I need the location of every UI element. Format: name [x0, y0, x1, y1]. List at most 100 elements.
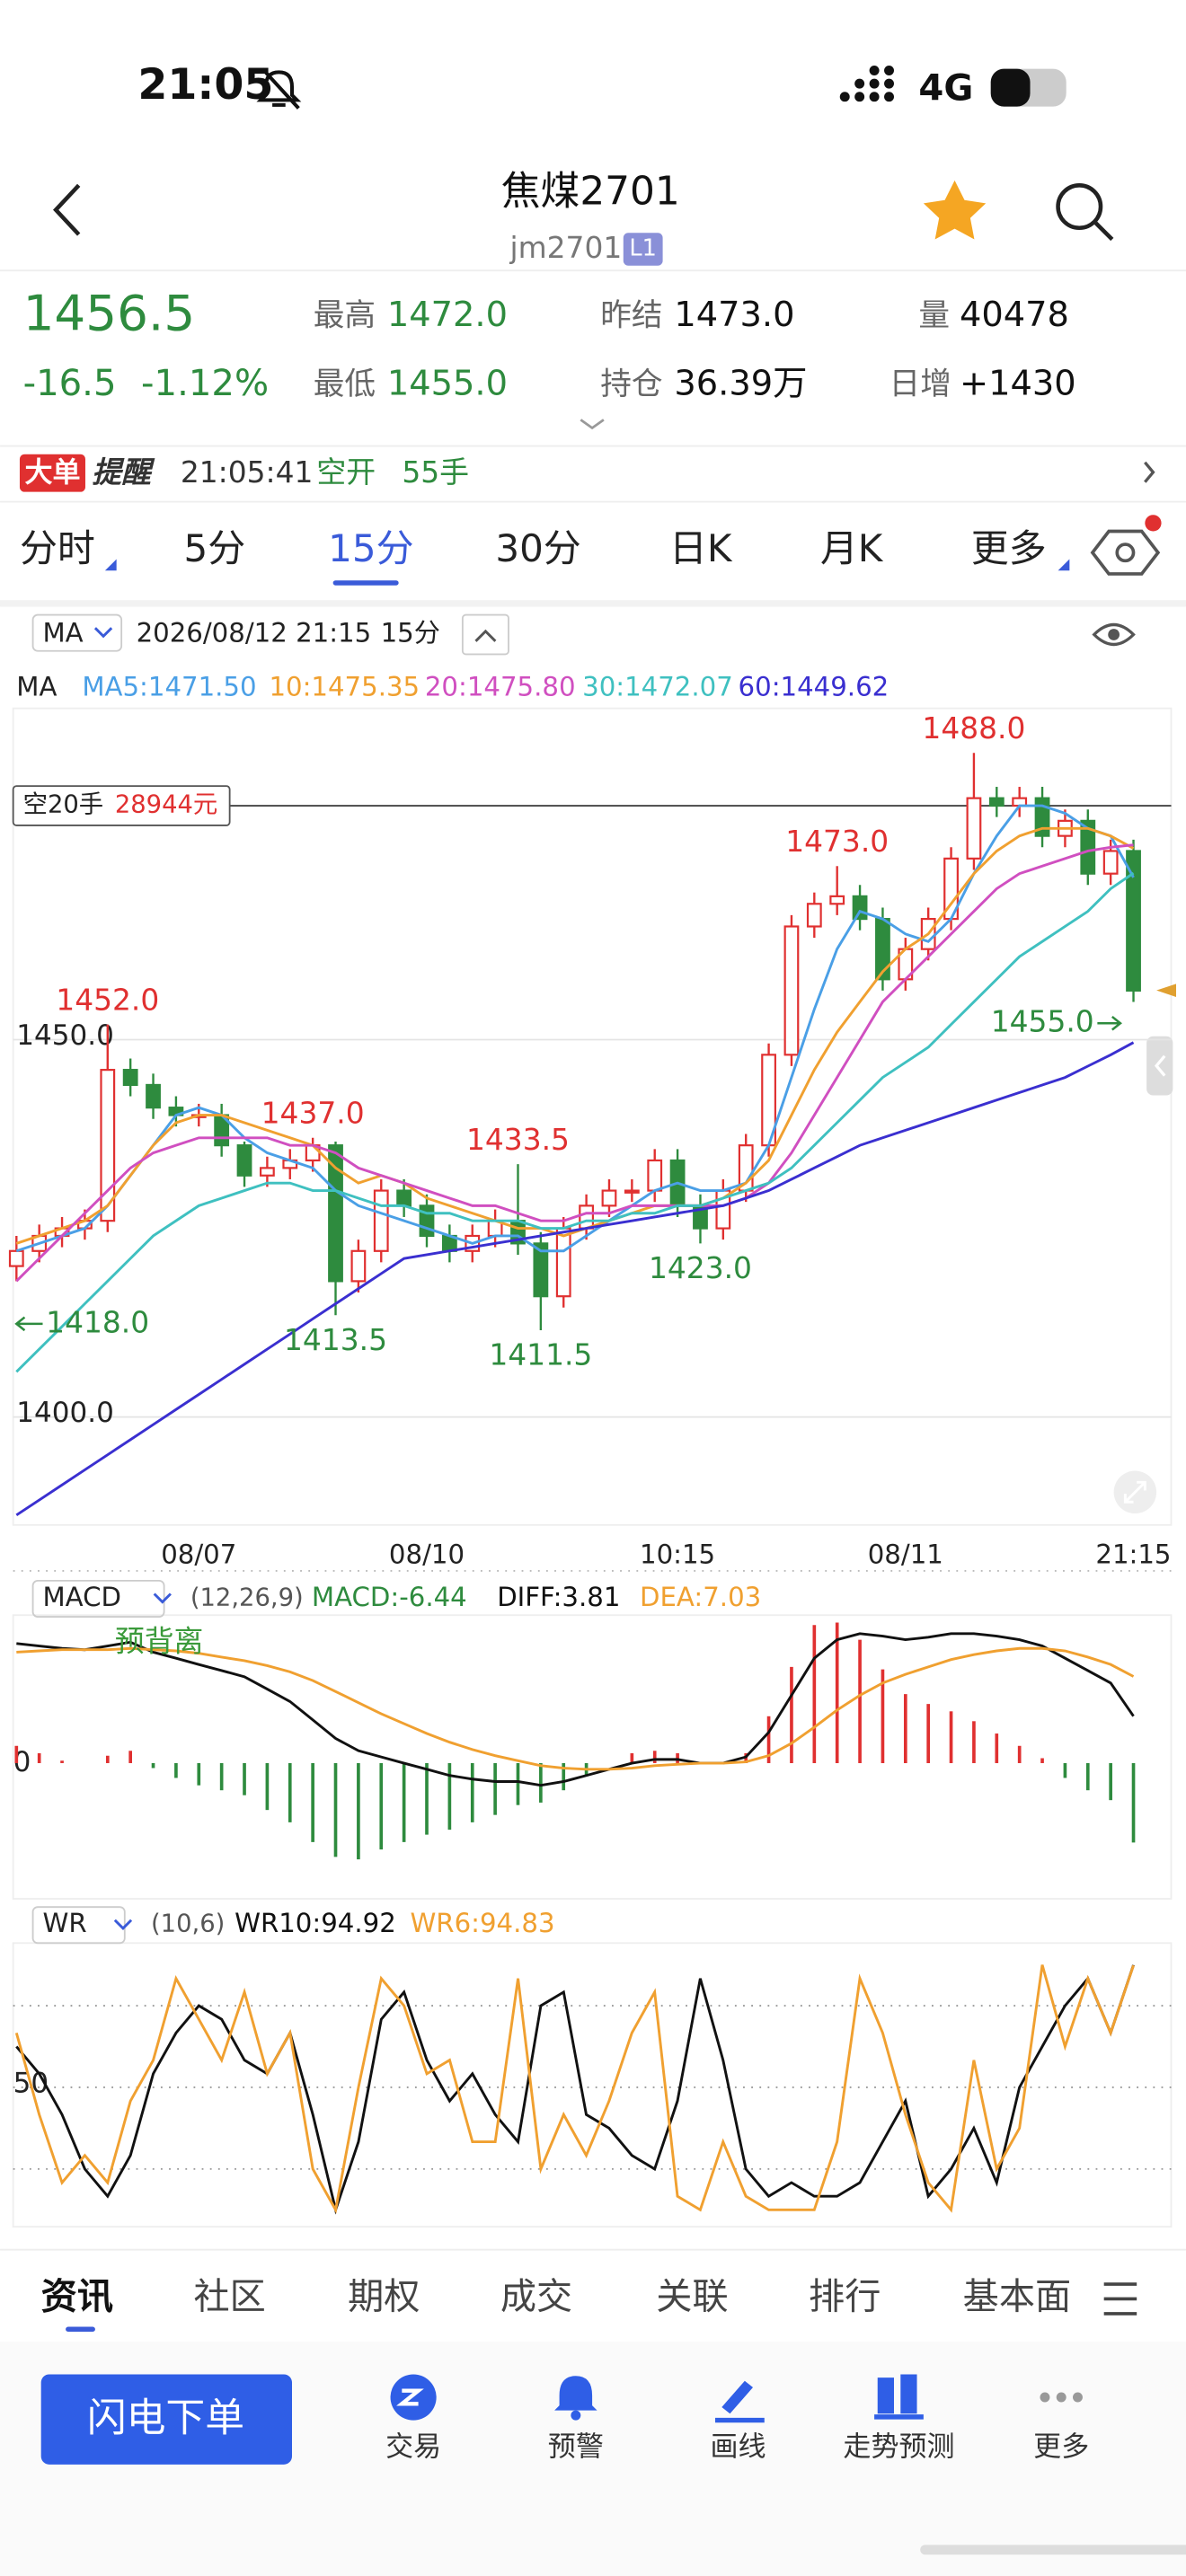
info-tab[interactable]: 资讯 [41, 2276, 113, 2317]
divider [0, 600, 1186, 607]
home-indicator [920, 2545, 1186, 2555]
period-tab[interactable]: 月K [820, 526, 884, 570]
bottom-item-label[interactable]: 预警 [548, 2431, 604, 2464]
period-tab[interactable]: 日K [669, 526, 733, 570]
high-label: 1437.0 [261, 1096, 365, 1131]
legend-entry: 30:1472.07 [582, 672, 733, 702]
candle-body [1102, 850, 1119, 875]
candle-body [988, 797, 1005, 807]
low-label: 1423.0 [649, 1250, 752, 1285]
trade-icon[interactable] [390, 2374, 437, 2421]
low-label: 1413.5 [284, 1322, 387, 1357]
collapse-button[interactable] [461, 613, 509, 656]
oi-change-value: +1430 [960, 364, 1076, 404]
dropdown-mark [104, 559, 117, 571]
bottom-item-label[interactable]: 更多 [1033, 2431, 1089, 2464]
candle-body [647, 1159, 663, 1192]
candle-body [601, 1189, 617, 1207]
indicator-name: WR [43, 1908, 87, 1938]
alert-chevron[interactable] [1144, 461, 1155, 483]
expand-chevron[interactable] [580, 419, 605, 430]
info-tab[interactable]: 关联 [656, 2276, 728, 2317]
y-tick-label: 1450.0 [16, 1019, 114, 1052]
active-underline [332, 580, 399, 586]
indicator-selector[interactable] [31, 613, 123, 652]
charts: 1450.0 1400.0 08/07 08/10 10:15 08/11 21:15 空20… [8, 672, 1172, 2215]
high-label: 1433.5 [466, 1122, 570, 1157]
ma-line [15, 826, 1135, 1245]
bottom-item-label[interactable]: 走势预测 [843, 2431, 954, 2464]
favorite-star[interactable] [923, 180, 987, 240]
period-tab[interactable]: 15分 [328, 526, 413, 570]
indicator-name: MA [43, 618, 84, 648]
open-interest-value: 36.39万 [674, 364, 807, 404]
alert-tag-suffix: 提醒 [92, 454, 155, 490]
low-label: 1455.0 [991, 1004, 1094, 1039]
period-tab[interactable]: 5分 [184, 526, 246, 570]
alert-action: 空开 [316, 454, 376, 490]
fullscreen-button[interactable] [1113, 1470, 1157, 1514]
dropdown-chevron [113, 1919, 133, 1930]
battery-level [990, 68, 1031, 107]
info-tab[interactable]: 社区 [193, 2276, 265, 2317]
candle-body [806, 903, 822, 928]
quick-order-label: 闪电下单 [87, 2395, 244, 2441]
macd-line [16, 1646, 1135, 1771]
forecast-icon[interactable] [874, 2374, 924, 2420]
candle-body [8, 1249, 24, 1267]
back-button[interactable] [52, 183, 81, 236]
price-pointer [1156, 984, 1176, 997]
price-change-pct: -1.12% [141, 363, 269, 404]
side-handle[interactable] [1146, 1036, 1173, 1096]
period-tab[interactable]: 30分 [495, 526, 580, 570]
price-change: -16.5 [23, 363, 117, 404]
high-label: 1488.0 [922, 710, 1025, 745]
period-tab[interactable]: 分时 [20, 526, 95, 570]
draw-icon[interactable] [715, 2380, 765, 2423]
network-type: 4G [918, 67, 973, 109]
candle-body [350, 1249, 367, 1283]
cursor-period: 15分 [381, 618, 440, 648]
position-label: 空20手 [23, 791, 104, 819]
prev-settle-label: 昨结 [600, 297, 662, 333]
wr-line [14, 1964, 1135, 2214]
settings-button[interactable] [1090, 515, 1162, 576]
period-tab[interactable]: 更多 [971, 526, 1047, 570]
info-tab[interactable]: 成交 [500, 2276, 572, 2317]
legend-entry: 10:1475.35 [269, 672, 420, 702]
volume-value: 40478 [960, 295, 1069, 335]
high-value: 1472.0 [387, 295, 508, 335]
info-tab[interactable]: 基本面 [963, 2276, 1071, 2317]
position-amount: 28944元 [115, 791, 217, 819]
x-tick-label: 21:15 [1095, 1539, 1171, 1569]
cursor-datetime: 2026/08/12 21:15 [137, 618, 372, 648]
candle-body [236, 1144, 252, 1177]
last-price: 1456.5 [23, 284, 196, 341]
candle-body [1126, 850, 1141, 992]
dropdown-chevron [153, 1592, 172, 1604]
high-label: 1473.0 [785, 824, 889, 859]
alert-tag-text: 大单 [24, 457, 80, 490]
quick-order-button[interactable] [40, 2374, 293, 2465]
ma-line [15, 843, 1134, 1283]
indicator-params: (10,6) [151, 1910, 225, 1938]
candle-body [783, 925, 800, 1056]
menu-button[interactable] [1103, 2282, 1137, 2316]
low-label: 1418.0 [46, 1304, 149, 1339]
label-arrow [14, 1316, 43, 1332]
side-handle-chevron [1154, 1054, 1166, 1077]
search-button[interactable] [1056, 183, 1114, 242]
alert-tag [19, 454, 85, 492]
info-tab[interactable]: 期权 [348, 2276, 420, 2317]
visibility-toggle[interactable] [1092, 622, 1136, 647]
info-tab[interactable]: 排行 [809, 2276, 881, 2317]
alert-icon[interactable] [554, 2376, 597, 2421]
more-icon[interactable] [1040, 2392, 1083, 2403]
bottom-item-label[interactable]: 交易 [385, 2431, 441, 2464]
candle-body [100, 1069, 116, 1222]
bottom-item-label[interactable]: 画线 [711, 2431, 766, 2464]
low-value: 1455.0 [387, 364, 508, 404]
candle-body [966, 797, 982, 860]
